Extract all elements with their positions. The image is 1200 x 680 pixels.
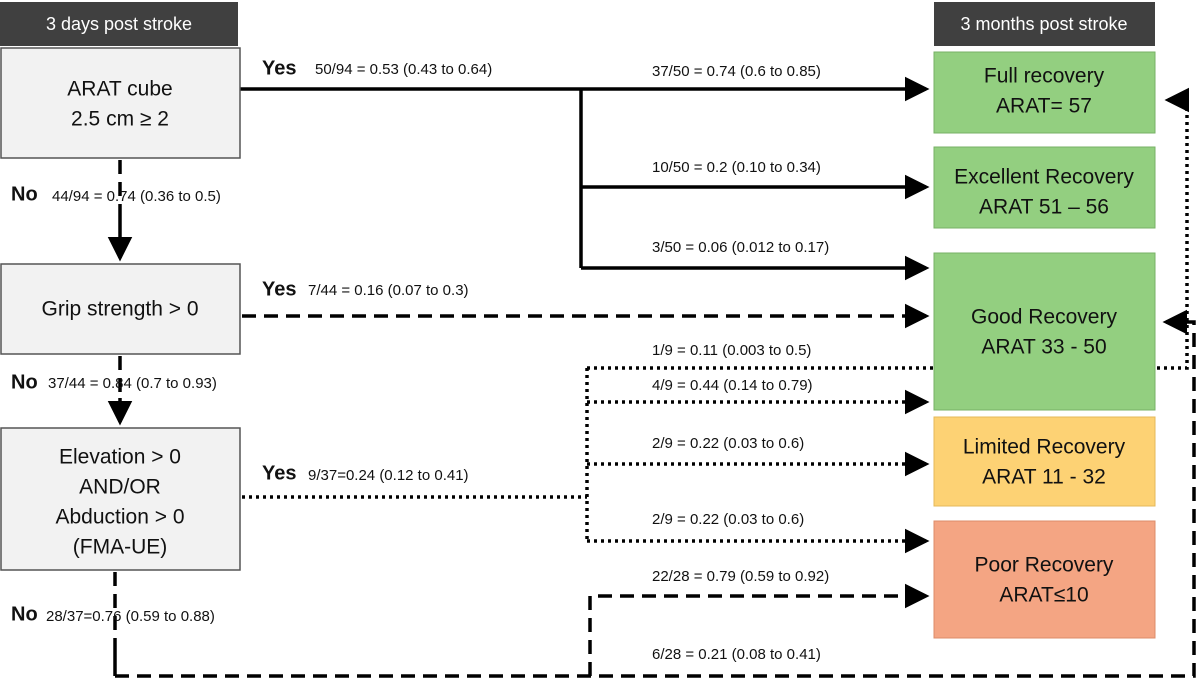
predictor-box [0,47,241,159]
predictor-line: AND/OR [79,476,161,499]
outcome-line: ARAT 51 – 56 [979,196,1109,219]
path-probability: 6/28 = 0.21 (0.08 to 0.41) [652,646,821,663]
path-probability: 1/9 = 0.11 (0.003 to 0.5) [652,342,811,359]
outcome-line: Poor Recovery [975,554,1114,577]
path-probability: 2/9 = 0.22 (0.03 to 0.6) [652,435,804,452]
predictor-box [0,427,241,571]
probability: 37/44 = 0.84 (0.7 to 0.93) [48,375,217,392]
outcome-box [933,146,1156,229]
header-right: 3 months post stroke [960,14,1127,34]
outcome-box [933,252,1156,411]
probability: 7/44 = 0.16 (0.07 to 0.3) [308,282,469,299]
outcome-box [933,416,1156,507]
probability: 50/94 = 0.53 (0.43 to 0.64) [315,61,492,78]
outcome-line: Full recovery [984,65,1105,88]
arrow [588,583,930,676]
header-left: 3 days post stroke [46,14,192,34]
path-probability: 37/50 = 0.74 (0.6 to 0.85) [652,63,821,80]
probability: 28/37=0.76 (0.59 to 0.88) [46,608,215,625]
outcome-line: ARAT= 57 [996,95,1092,118]
outcome-line: Good Recovery [971,306,1117,329]
predictor-line: Elevation > 0 [59,446,181,469]
probability: 44/94 = 0.74 (0.36 to 0.5) [52,188,221,205]
connectors [107,76,1196,678]
outcome-line: Excellent Recovery [954,166,1134,189]
predictor-box [0,263,241,355]
header-box [0,2,238,46]
path-probability: 4/9 = 0.44 (0.14 to 0.79) [652,377,813,394]
path-probability: 22/28 = 0.79 (0.59 to 0.92) [652,568,829,585]
path-probability: 10/50 = 0.2 (0.10 to 0.34) [652,159,821,176]
yes-label: Yes [262,278,296,300]
arrow [115,309,1196,678]
path-probability: 2/9 = 0.22 (0.03 to 0.6) [652,511,804,528]
probability: 9/37=0.24 (0.12 to 0.41) [308,467,469,484]
predictor-line: (FMA-UE) [73,536,167,559]
header-box [934,2,1155,46]
no-label: No [11,603,38,625]
predictor-line: ARAT cube [67,78,172,101]
predictor-line: Abduction > 0 [55,506,184,529]
outcome-box [933,520,1156,639]
outcome-line: Limited Recovery [963,436,1126,459]
no-label: No [11,371,38,393]
yes-label: Yes [262,462,296,484]
arrow [1157,87,1189,370]
yes-label: Yes [262,57,296,79]
outcome-box [933,51,1156,134]
predictor-line: 2.5 cm ≥ 2 [71,108,169,131]
no-label: No [11,183,38,205]
outcome-line: ARAT≤10 [999,584,1088,607]
outcome-line: ARAT 11 - 32 [982,466,1106,489]
outcome-line: ARAT 33 - 50 [981,336,1106,359]
predictor-line: Grip strength > 0 [42,298,199,321]
path-probability: 3/50 = 0.06 (0.012 to 0.17) [652,239,829,256]
